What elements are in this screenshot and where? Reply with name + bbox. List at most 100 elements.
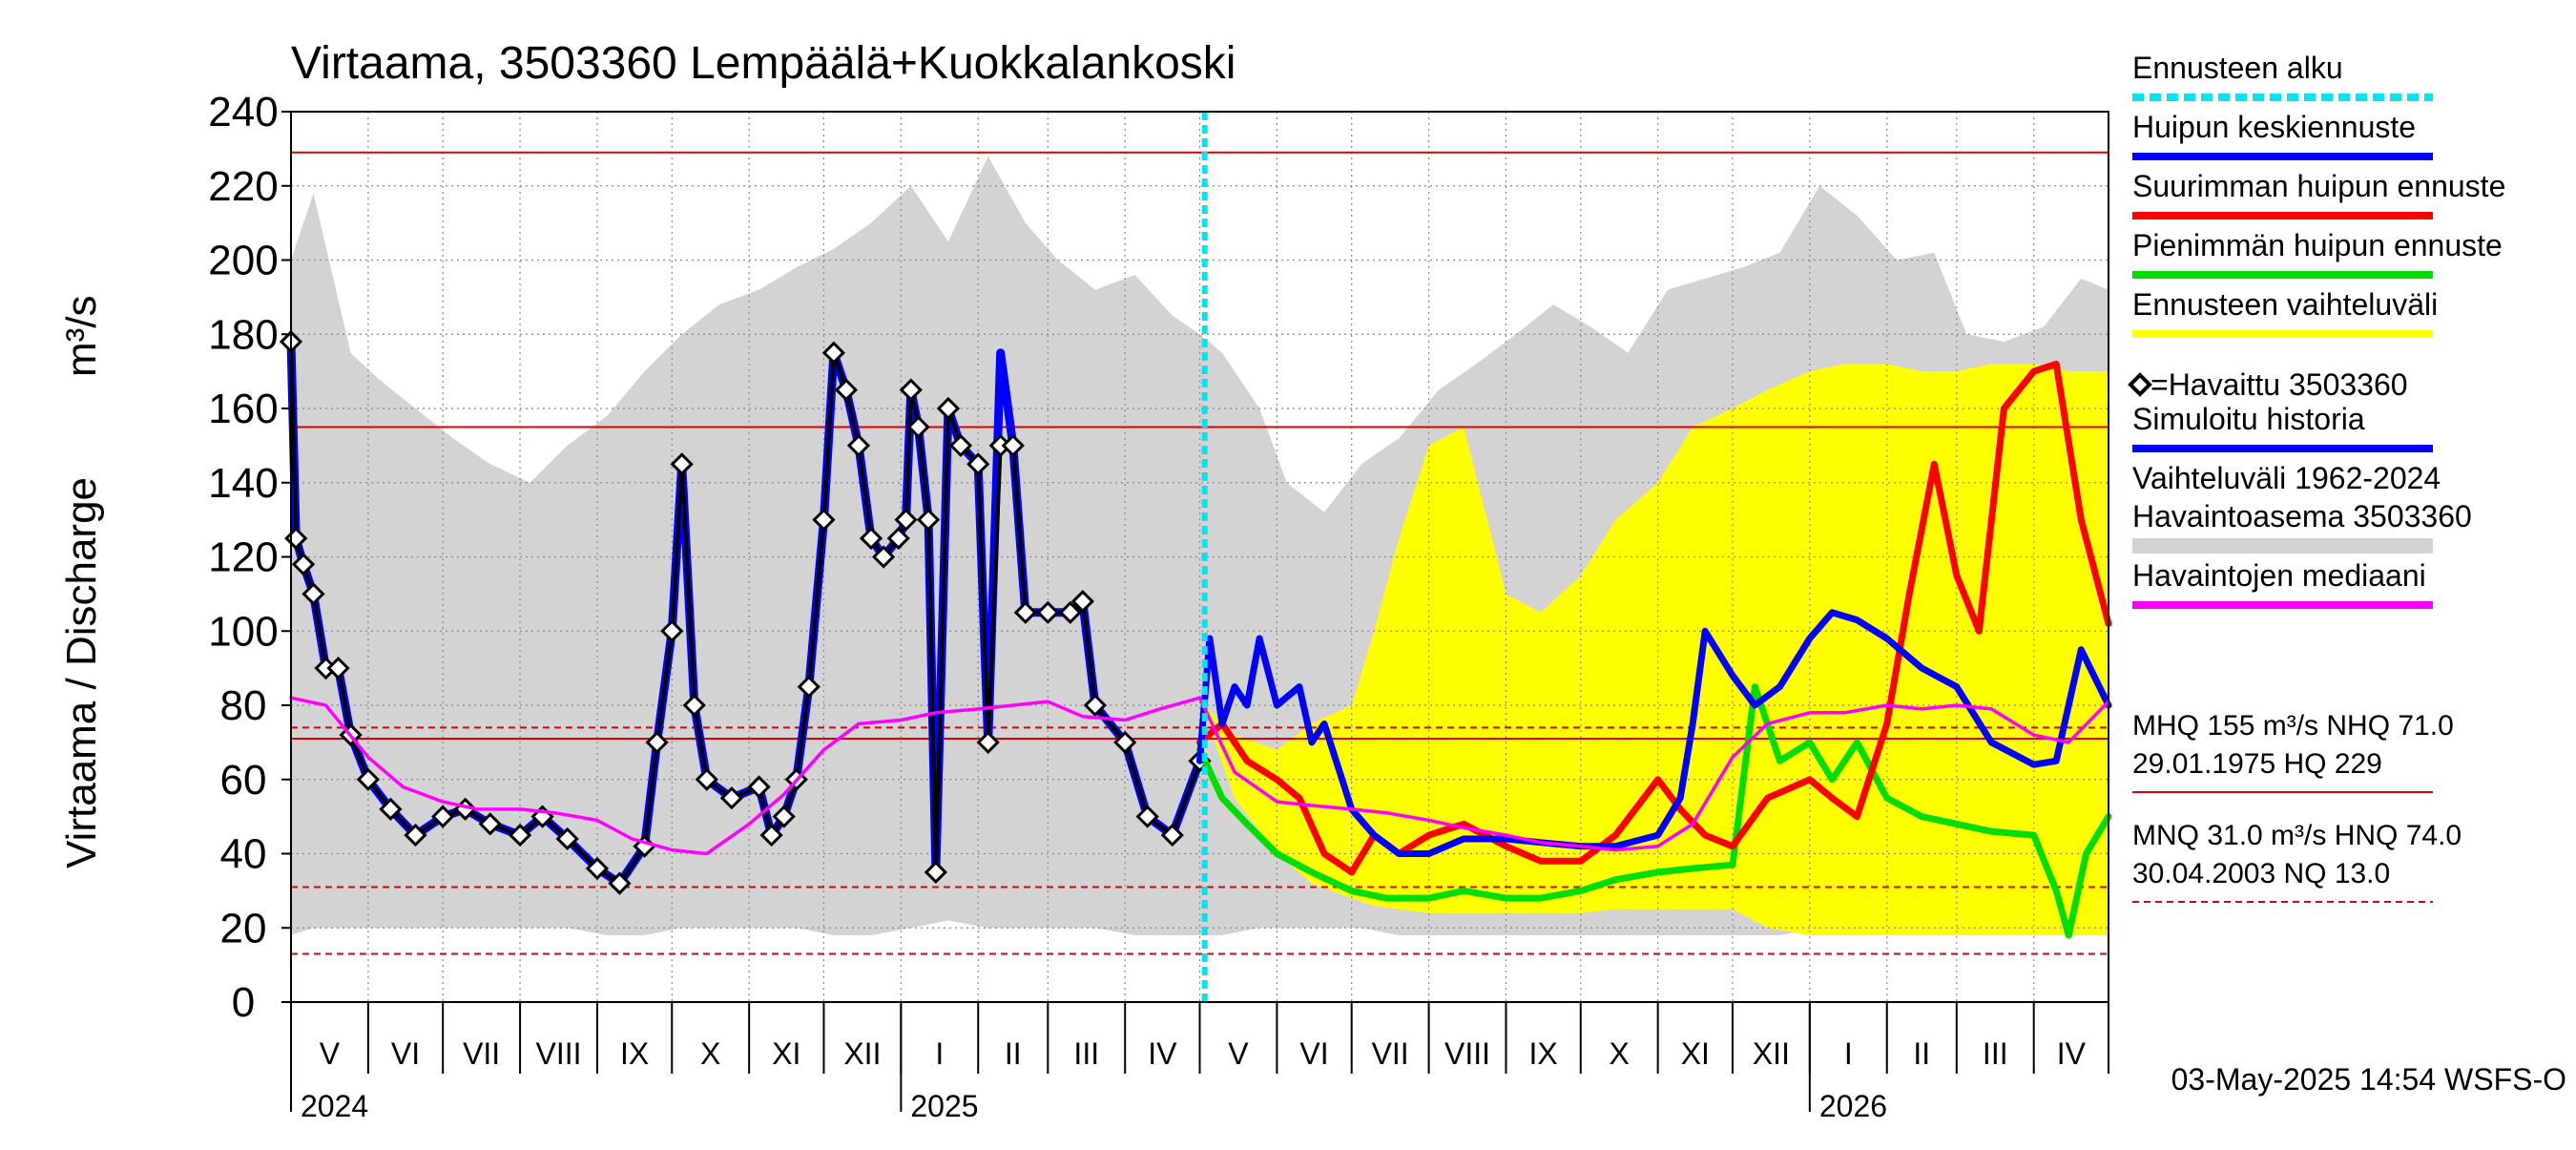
x-tick-label: IX: [620, 1036, 649, 1071]
y-tick-label: 60: [220, 757, 267, 804]
observed-point: [924, 860, 948, 885]
x-tick-label: IV: [2057, 1036, 2087, 1071]
x-tick-label: XII: [843, 1036, 881, 1071]
stats-line-1-b: 29.01.1975 HQ 229: [2132, 748, 2382, 780]
legend-label-huipun-keskiennuste: Huipun keskiennuste: [2132, 110, 2416, 144]
legend-label-vaihteluv-li-1962-2024: Vaihteluväli 1962-2024: [2132, 461, 2441, 495]
observed-point: [645, 730, 669, 754]
observed-point: [797, 675, 821, 699]
observed-point: [1083, 693, 1108, 718]
x-tick-label: IV: [1148, 1036, 1177, 1071]
y-tick-label: 220: [208, 163, 278, 210]
observed-point: [608, 871, 632, 895]
observed-point: [431, 805, 455, 828]
observed-point: [585, 856, 610, 881]
x-tick-label: VI: [391, 1036, 420, 1071]
observed-point: [1113, 730, 1137, 754]
y-axis-unit: m³/s: [58, 295, 105, 377]
y-tick-label: 160: [208, 386, 278, 432]
observed-point: [846, 433, 871, 457]
y-tick-label: 0: [232, 979, 255, 1026]
x-tick-label: VII: [1372, 1036, 1409, 1071]
x-tick-label: X: [1610, 1036, 1630, 1071]
observed-point: [886, 526, 910, 551]
x-tick-label: I: [1844, 1036, 1853, 1071]
observed-point: [719, 786, 744, 810]
stats-line-2-b: 30.04.2003 NQ 13.0: [2132, 858, 2390, 889]
chart-title: Virtaama, 3503360 Lempäälä+Kuokkalankosk…: [291, 38, 1236, 89]
y-tick-label: 180: [208, 311, 278, 358]
x-tick-label: VIII: [536, 1036, 582, 1071]
observed-point: [326, 657, 350, 680]
observed-point: [916, 508, 941, 532]
observed-point: [1135, 805, 1159, 828]
series-line-pienimm-n-huipun-ennuste: [1196, 683, 2112, 939]
x-tick-label: II: [1005, 1036, 1022, 1071]
series-line-suurimman-huipun-ennuste: [1196, 360, 2112, 876]
legend-label-ennusteen-alku: Ennusteen alku: [2132, 51, 2343, 85]
x-tick-label: X: [700, 1036, 720, 1071]
observed-point: [948, 433, 973, 457]
observed-point: [356, 767, 381, 791]
y-tick-label: 200: [208, 238, 278, 284]
y-tick-label: 240: [208, 89, 278, 136]
y-tick-label: 40: [220, 831, 267, 878]
y-axis-label: Virtaama / Discharge: [58, 477, 105, 868]
observed-point: [1013, 600, 1037, 624]
stats-line-2-a: MNQ 31.0 m³/s HNQ 74.0: [2132, 820, 2462, 851]
observed-point: [508, 823, 532, 847]
x-tick-label: V: [320, 1036, 341, 1071]
observed-point: [1058, 600, 1082, 624]
year-label: 2025: [910, 1089, 978, 1123]
observed-point: [291, 553, 316, 576]
x-tick-label: VIII: [1444, 1036, 1490, 1071]
x-tick-label: III: [1983, 1036, 2008, 1071]
observed-point: [894, 508, 918, 532]
x-tick-label: I: [935, 1036, 944, 1071]
observed-point: [821, 341, 846, 365]
legend-label-simuloitu-historia: Simuloitu historia: [2132, 402, 2365, 436]
legend-swatch-vaihteluv-li-1962-2024: [2132, 538, 2433, 554]
x-tick-label: VI: [1299, 1036, 1328, 1071]
observed-point: [966, 452, 990, 476]
observed-point: [976, 730, 1000, 754]
observed-point: [859, 526, 883, 551]
legend-marker-observed: [2128, 372, 2152, 397]
series-line-havaintojen-mediaani: [289, 696, 2110, 856]
year-label: 2026: [1819, 1089, 1887, 1123]
legend-label-vaihteluv-li-1962-2024-2: Havaintoasema 3503360: [2132, 499, 2472, 533]
observed-point: [899, 378, 923, 402]
observed-point: [660, 619, 684, 643]
x-tick-label: II: [1913, 1036, 1930, 1071]
observed-point: [871, 545, 896, 569]
observed-point: [772, 805, 796, 828]
x-tick-label: VII: [463, 1036, 500, 1071]
observed-point: [404, 823, 427, 847]
x-tick-label: IX: [1529, 1036, 1558, 1071]
observed-point: [682, 693, 706, 718]
y-tick-label: 140: [208, 460, 278, 507]
x-tick-label: V: [1228, 1036, 1249, 1071]
x-tick-label: III: [1073, 1036, 1099, 1071]
x-tick-label: XII: [1753, 1036, 1790, 1071]
legend-label-suurimman-huipun-ennuste: Suurimman huipun ennuste: [2132, 169, 2505, 203]
observed-point: [1001, 433, 1025, 457]
observed-point: [936, 396, 961, 421]
observed-point: [1070, 590, 1094, 614]
x-tick-label: XI: [772, 1036, 800, 1071]
observed-point: [1036, 600, 1060, 624]
observed-point: [747, 775, 771, 799]
observed-point: [1160, 823, 1184, 847]
observed-point: [834, 378, 859, 402]
observed-point: [555, 826, 579, 851]
observed-point: [695, 767, 718, 791]
x-tick-label: XI: [1681, 1036, 1710, 1071]
legend-label-ennusteen-vaihteluv-li: Ennusteen vaihteluväli: [2132, 287, 2438, 322]
timestamp: 03-May-2025 14:54 WSFS-O: [2171, 1062, 2566, 1097]
stats-line-1-a: MHQ 155 m³/s NHQ 71.0: [2132, 710, 2454, 742]
observed-point: [812, 508, 836, 532]
observed-point: [478, 812, 502, 836]
y-tick-label: 80: [220, 682, 267, 729]
